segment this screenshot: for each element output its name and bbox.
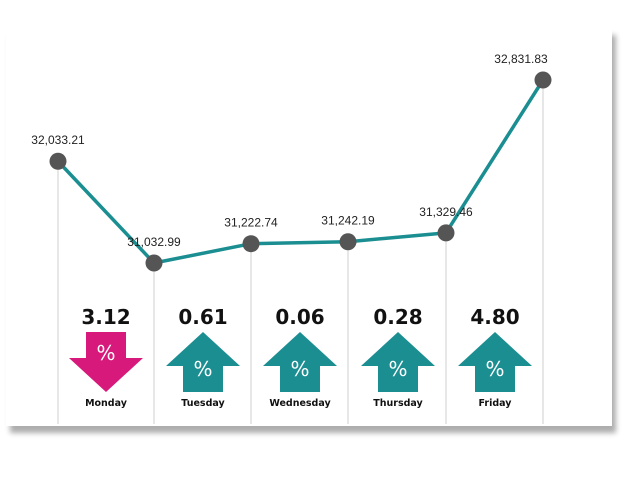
data-point bbox=[437, 224, 455, 242]
data-point bbox=[534, 71, 552, 89]
data-point bbox=[145, 254, 163, 272]
day-label: Thursday bbox=[373, 398, 423, 409]
percent-change-value: 0.61 bbox=[178, 305, 227, 329]
percent-change-value: 4.80 bbox=[470, 305, 519, 329]
up-arrow-icon bbox=[263, 332, 337, 392]
percent-sign: % bbox=[388, 357, 407, 381]
point-markers bbox=[49, 71, 552, 272]
percent-sign: % bbox=[485, 357, 504, 381]
day-label: Tuesday bbox=[181, 398, 225, 409]
up-arrow-icon bbox=[166, 332, 240, 392]
up-arrow-icon bbox=[458, 332, 532, 392]
value-labels: 32,033.21 31,032.99 31,222.74 31,242.19 31,3… bbox=[31, 52, 548, 249]
percent-change-value: 3.12 bbox=[81, 305, 130, 329]
day-label: Monday bbox=[85, 398, 128, 409]
percent-change-value: 0.28 bbox=[373, 305, 422, 329]
value-label: 32,033.21 bbox=[31, 133, 85, 147]
value-label: 31,032.99 bbox=[127, 235, 181, 249]
day-label: Friday bbox=[479, 398, 513, 409]
data-point bbox=[242, 235, 260, 253]
change-arrows: %%%%% bbox=[69, 332, 532, 392]
day-label: Wednesday bbox=[269, 398, 331, 409]
down-arrow-icon bbox=[69, 332, 143, 392]
value-label: 31,329.46 bbox=[419, 205, 473, 219]
series-line bbox=[56, 78, 545, 265]
percent-sign: % bbox=[96, 341, 115, 365]
percent-sign: % bbox=[290, 357, 309, 381]
percent-sign: % bbox=[193, 357, 212, 381]
percent-change-values: 3.12 0.61 0.06 0.28 4.80 bbox=[81, 305, 519, 329]
percent-change-value: 0.06 bbox=[275, 305, 324, 329]
value-label: 31,222.74 bbox=[224, 216, 278, 230]
data-point bbox=[49, 152, 67, 170]
guide-lines bbox=[57, 80, 544, 424]
data-point bbox=[339, 233, 357, 251]
value-label: 31,242.19 bbox=[321, 214, 375, 228]
day-labels: Monday Tuesday Wednesday Thursday Friday bbox=[85, 398, 512, 409]
up-arrow-icon bbox=[361, 332, 435, 392]
value-label: 32,831.83 bbox=[494, 52, 548, 66]
